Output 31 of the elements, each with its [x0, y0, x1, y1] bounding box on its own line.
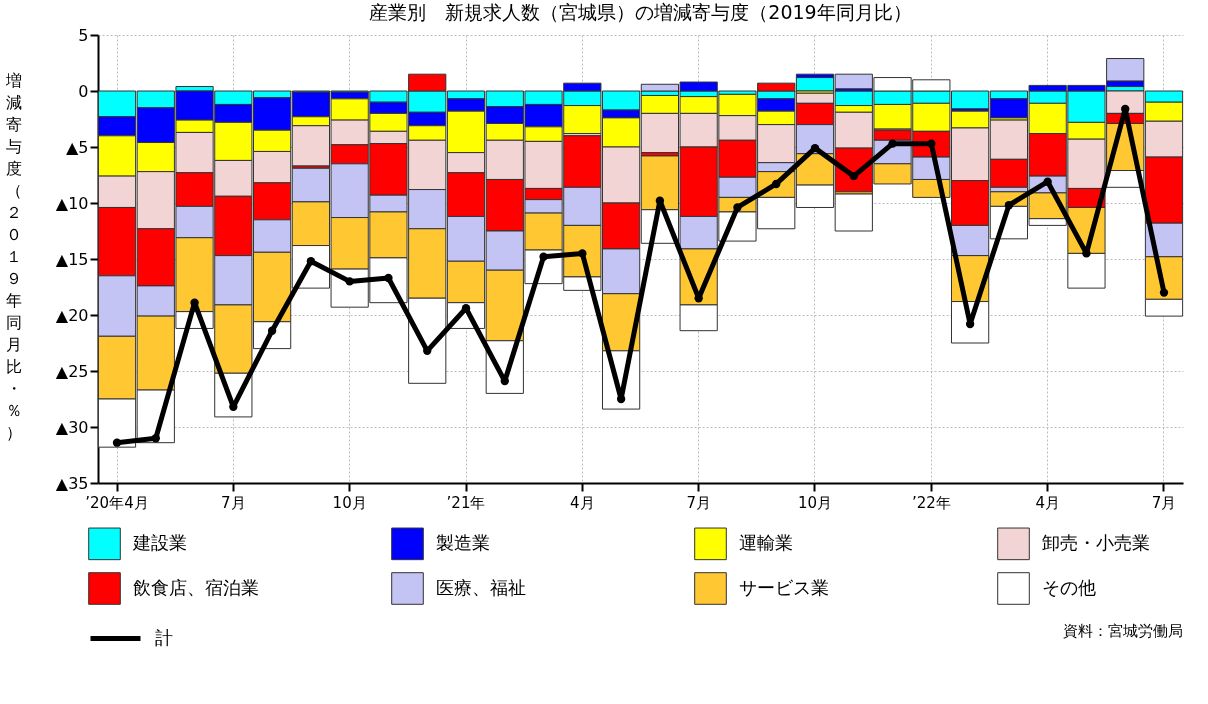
- y-tick-label: 5: [78, 25, 89, 45]
- y-tick-label: ▲30: [55, 417, 89, 437]
- y-tick-label: 0: [78, 81, 89, 101]
- legend-label: 運輸業: [739, 531, 793, 553]
- y-tick-label: ▲10: [55, 193, 89, 213]
- y-tick-label: ▲15: [55, 249, 89, 269]
- legend-label: 医療、福祉: [436, 576, 526, 598]
- y-tick-label: ▲5: [66, 137, 89, 157]
- x-tick-label: 4月: [1035, 493, 1060, 512]
- x-tick-label: ’22年: [911, 493, 951, 512]
- x-tick-label: 4月: [570, 493, 595, 512]
- x-tick-label: 10月: [797, 493, 833, 512]
- x-tick-label: 7月: [1151, 493, 1177, 512]
- legend-label: サービス業: [739, 576, 829, 598]
- y-tick-label: ▲25: [55, 361, 89, 381]
- x-tick-label: 7月: [221, 493, 246, 512]
- legend-label: 飲食店、宿泊業: [133, 576, 259, 598]
- x-tick-label: 10月: [332, 493, 367, 512]
- x-tick-label: ’20年4月: [85, 493, 149, 512]
- legend-label: 計: [155, 626, 173, 648]
- chart-title: 産業別 新規求人数（宮城県）の増減寄与度（2019年同月比）: [369, 1, 912, 23]
- legend-label: 建設業: [132, 531, 187, 553]
- legend-label: 卸売・小売業: [1042, 531, 1150, 553]
- x-tick-label: ’21年: [446, 493, 486, 512]
- text: 資料：宮城労働局: [1063, 622, 1183, 640]
- legend-label: 製造業: [436, 531, 490, 553]
- y-tick-label: ▲35: [55, 473, 89, 493]
- text: 増減寄与度（２０１９年同月比・％）: [5, 70, 22, 442]
- y-tick-label: ▲20: [55, 305, 89, 325]
- legend-label: その他: [1042, 576, 1096, 598]
- x-tick-label: 7月: [686, 493, 711, 512]
